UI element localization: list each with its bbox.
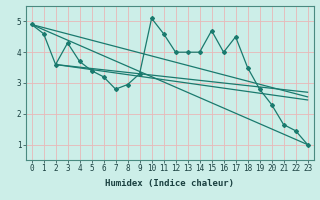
X-axis label: Humidex (Indice chaleur): Humidex (Indice chaleur): [105, 179, 234, 188]
